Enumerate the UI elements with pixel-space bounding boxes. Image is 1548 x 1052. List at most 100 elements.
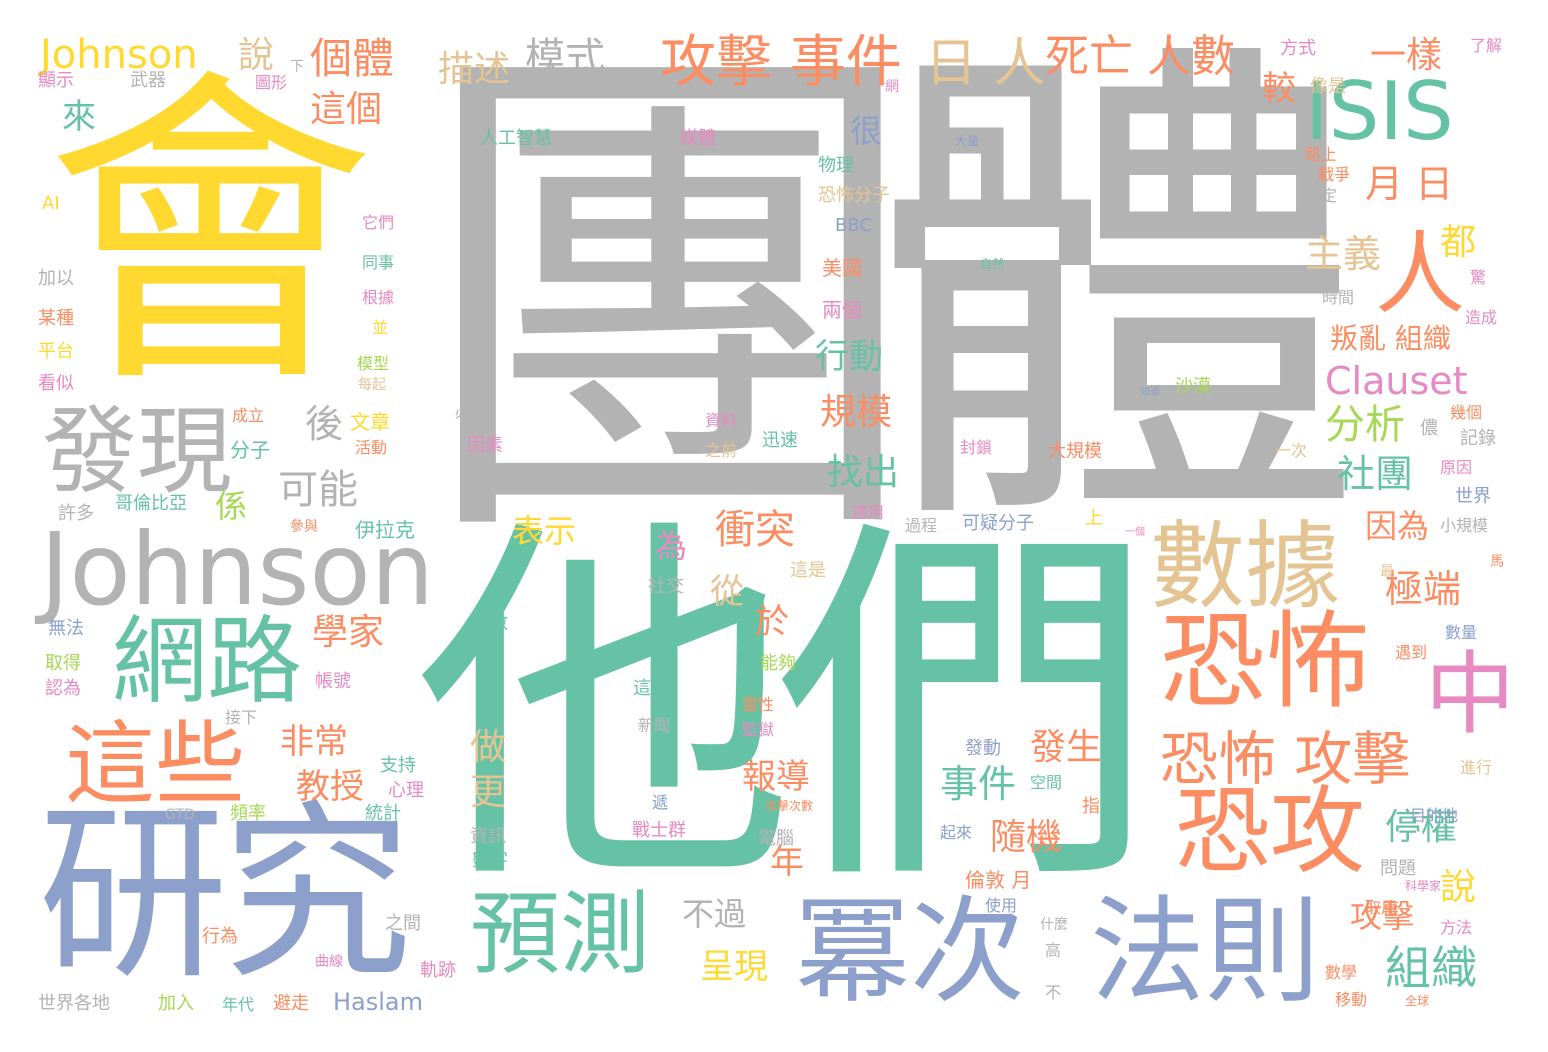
word-yue-ri: 月 日 — [1365, 162, 1454, 206]
word-fenzi: 分子 — [230, 438, 270, 462]
word-shijian2: 時間 — [1322, 288, 1355, 307]
word-nenggou: 能夠 — [760, 653, 796, 674]
word-zuzhi: 組織 — [1385, 941, 1477, 995]
word-shaoshu: 少數 — [472, 613, 508, 634]
word-shang: 上 — [1085, 508, 1103, 529]
word-zhong: 中 — [1425, 642, 1515, 747]
word-zuo: 做 — [470, 727, 507, 768]
word-xiangshi: 像是 — [1310, 76, 1346, 97]
word-xuduo: 許多 — [58, 503, 94, 524]
word-wenzhang: 文章 — [350, 410, 390, 434]
word-clauset: Clauset — [1325, 359, 1468, 403]
word-kansi: 看似 — [38, 373, 74, 394]
word-fangshi: 方式 — [1280, 38, 1316, 59]
word-bizou: 避走 — [273, 993, 309, 1014]
word-tamen: 他們 — [415, 488, 1155, 931]
word-dada: 大量 — [955, 134, 980, 148]
word-miaoshu: 描述 — [438, 49, 511, 90]
word-jinxing: 進行 — [1460, 758, 1493, 777]
word-gongji: 攻擊 — [1350, 897, 1415, 935]
word-xingwei: 行為 — [202, 926, 238, 947]
word-keyifenzi: 可疑分子 — [962, 513, 1034, 534]
word-johnson-big: Johnson — [40, 511, 435, 628]
word-kongjian: 空間 — [1030, 773, 1063, 792]
word-ziran: 自然 — [980, 257, 1005, 271]
word-du: 遞 — [652, 793, 669, 812]
word-zhanghao: 帳號 — [315, 671, 351, 692]
word-wei: 為 — [655, 527, 688, 565]
word-jiduan: 極端 — [1385, 567, 1462, 611]
word-lundun-yue: 倫敦 月 — [965, 868, 1032, 892]
word-geti: 個體 — [310, 34, 395, 83]
word-lushang: 路上 — [1305, 145, 1338, 164]
word-yu: 於 — [755, 602, 789, 642]
word-bu: 不 — [1045, 983, 1062, 1002]
word-ziliao: 資料 — [705, 411, 738, 430]
word-haslam: Haslam — [333, 988, 424, 1016]
word-isis: ISIS — [1305, 65, 1454, 158]
word-biaoshi: 表示 — [512, 512, 577, 550]
word-shayan: 沙漠 — [1175, 376, 1211, 397]
word-zhezhong: 這種 — [633, 678, 669, 699]
word-kexuejia: 科學家 — [1405, 879, 1442, 893]
word-ti: 體 — [865, 4, 1365, 586]
word-bing: 並 — [372, 318, 389, 337]
word-shuxue: 數學 — [1325, 963, 1358, 982]
word-konggong: 恐攻 — [1175, 777, 1366, 887]
word-meiguo: 美國 — [822, 256, 862, 280]
word-yudao: 遇到 — [1395, 643, 1428, 662]
word-hen: 很 — [850, 112, 883, 150]
word-tongshi: 同事 — [362, 253, 395, 272]
word-fengsuo: 封鎖 — [960, 438, 993, 457]
word-shejiao: 社交 — [648, 576, 684, 597]
word-nian: 年 — [770, 842, 804, 882]
word-shuzi: 數字 — [472, 850, 508, 871]
word-meiti: 媒體 — [680, 128, 716, 149]
word-moxing: 模型 — [357, 354, 390, 373]
word-jige: 幾個 — [1450, 403, 1483, 422]
word-guiji: 軌跡 — [420, 960, 456, 981]
word-yinwei: 因為 — [1365, 507, 1430, 545]
word-zhiqian: 之前 — [705, 441, 738, 460]
word-zhidao: 知道 — [1140, 387, 1160, 398]
word-chang: 儂 — [1420, 418, 1438, 439]
word-shijie: 世界 — [1455, 486, 1491, 507]
word-yanjiu: 研究 — [38, 784, 412, 1005]
word-kongbu-gongji: 恐怖 攻擊 — [1160, 725, 1411, 793]
word-liaojie: 了解 — [1470, 36, 1503, 55]
word-zhuyi: 主義 — [1305, 232, 1382, 276]
word-ren: 人 — [1375, 222, 1465, 327]
word-dou: 都 — [1440, 222, 1477, 263]
word-xiaoguimo: 小規模 — [1440, 516, 1489, 535]
word-bixu: 必須 — [455, 403, 488, 422]
word-tuan: 團 — [410, 0, 930, 603]
word-liangge: 兩個 — [822, 298, 862, 322]
word-faxian: 發現 — [42, 397, 233, 507]
word-quxian: 曲線 — [315, 954, 343, 970]
word-jiayi: 加以 — [38, 268, 74, 289]
word-shijiegedi: 世界各地 — [38, 993, 110, 1014]
word-chongtu: 衝突 — [715, 507, 795, 553]
word-gongji-shijian: 攻擊 事件 — [660, 30, 902, 95]
word-zhijian1: 之間 — [385, 913, 421, 934]
word-zhaochu: 找出 — [827, 452, 900, 493]
word-feichang: 非常 — [280, 722, 348, 762]
word-buguo: 不過 — [682, 895, 747, 933]
word-mudidi: 目的地 — [1410, 806, 1459, 825]
word-johnson-small: Johnson — [40, 32, 198, 78]
word-pingtai: 平台 — [38, 341, 74, 362]
word-shetuan: 社團 — [1337, 452, 1414, 496]
word-wuqi: 武器 — [130, 70, 166, 91]
word-renwei: 認為 — [45, 678, 81, 699]
word-wanglu: 網路 — [112, 607, 303, 717]
word-quanqiu: 全球 — [1405, 994, 1430, 1008]
word-canyu: 參與 — [290, 519, 318, 535]
word-wenti: 問題 — [1380, 858, 1416, 879]
word-yici: 一次 — [1275, 441, 1308, 460]
word-huodong: 活動 — [355, 438, 388, 457]
word-chengli: 成立 — [232, 406, 265, 425]
word-mici: 冪次 — [795, 885, 1026, 1019]
word-zhi: 指 — [1082, 796, 1100, 817]
word-shuo1: 說 — [238, 35, 275, 76]
word-mouzhong: 某種 — [38, 308, 74, 329]
